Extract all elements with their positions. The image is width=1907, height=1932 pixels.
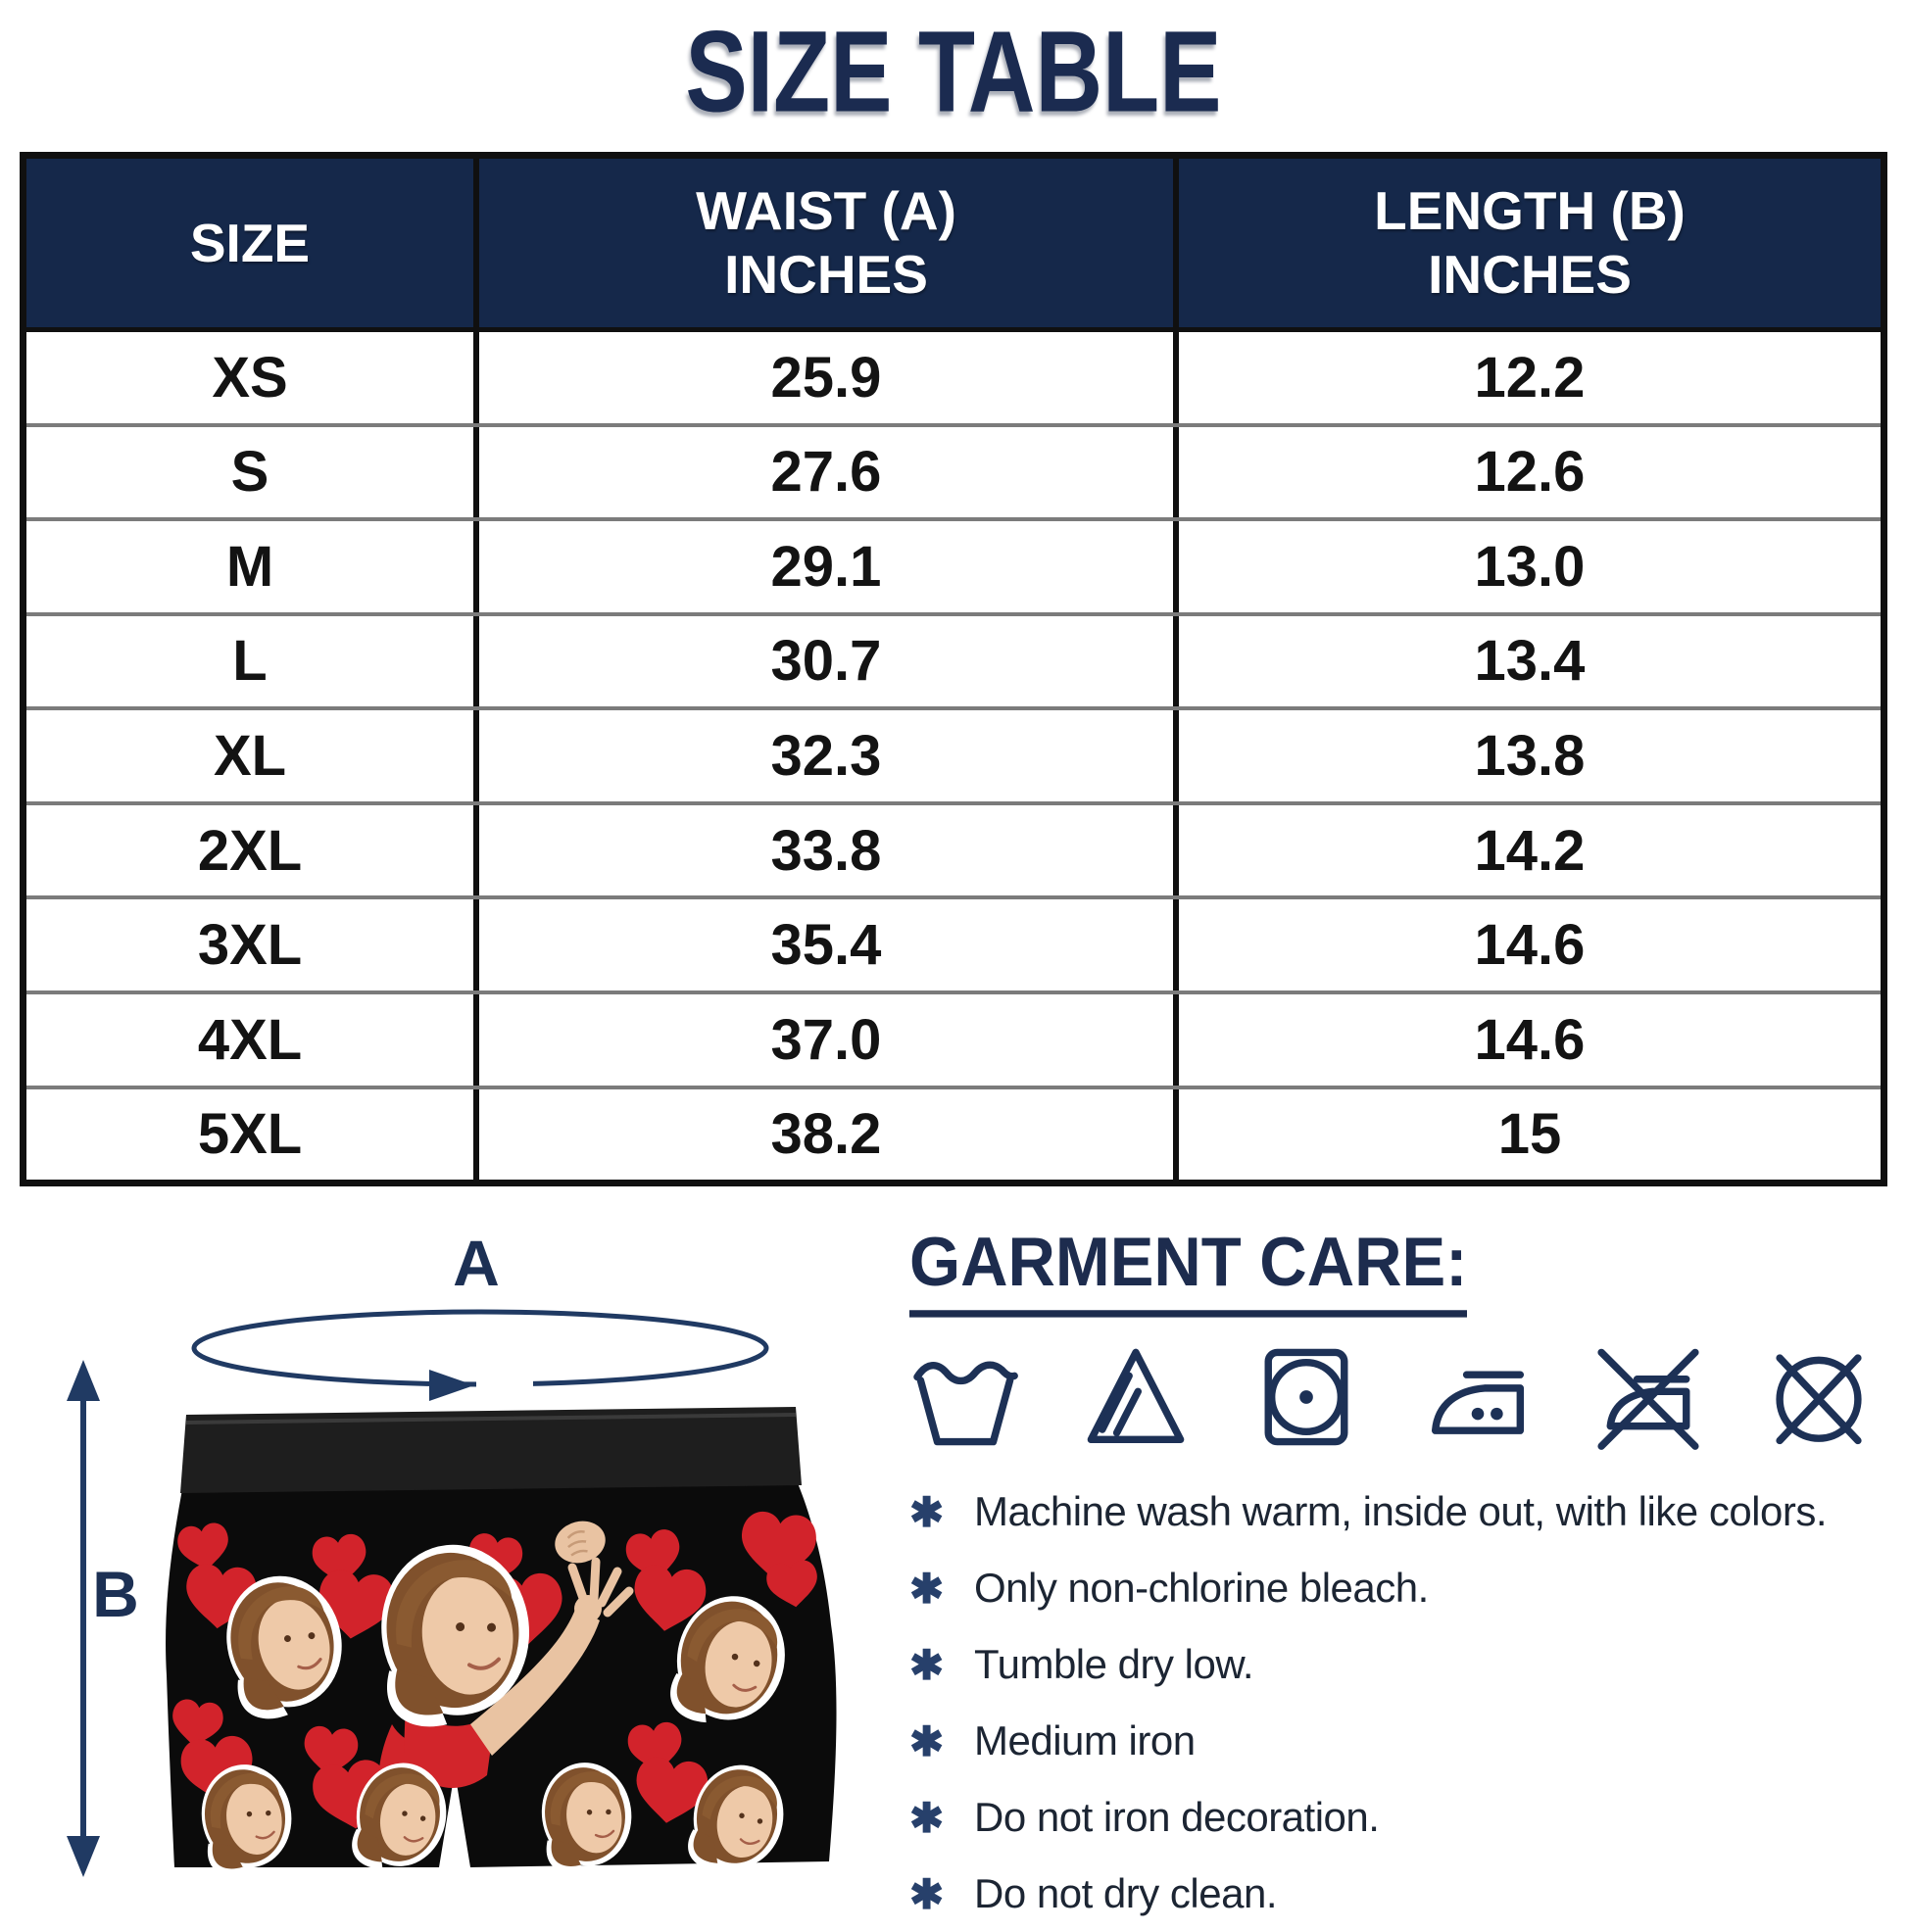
table-row: S 27.6 12.6 — [26, 422, 1881, 518]
do-not-dry-clean-icon — [1776, 1354, 1862, 1445]
care-instruction-text: Tumble dry low. — [974, 1641, 1254, 1687]
care-instruction: ✱ Only non-chlorine bleach. — [909, 1550, 1889, 1626]
size-table: SIZE WAIST (A) INCHES LENGTH (B) INCHES … — [20, 152, 1887, 1186]
size-cell: 3XL — [26, 899, 479, 990]
column-header-waist: WAIST (A) INCHES — [479, 159, 1179, 327]
table-row: 5XL 38.2 15 — [26, 1085, 1881, 1181]
table-row: 2XL 33.8 14.2 — [26, 800, 1881, 896]
table-row: 3XL 35.4 14.6 — [26, 895, 1881, 990]
waist-cell: 38.2 — [479, 1088, 1179, 1181]
waist-girth-arrow — [191, 1309, 769, 1401]
length-cell: 13.4 — [1474, 629, 1586, 694]
size-cell: L — [26, 615, 479, 707]
tumble-dry-icon — [1264, 1348, 1348, 1446]
tossing-hand — [555, 1521, 606, 1564]
size-cell: 4XL — [26, 993, 479, 1086]
table-row: 4XL 37.0 14.6 — [26, 990, 1881, 1086]
waist-cell: 37.0 — [479, 993, 1179, 1086]
length-cell: 14.6 — [1474, 913, 1586, 978]
column-header-length: LENGTH (B) INCHES — [1374, 180, 1686, 305]
waist-cell: 35.4 — [479, 899, 1179, 990]
size-cell: 2XL — [26, 804, 479, 896]
length-cell: 14.2 — [1474, 818, 1586, 883]
column-header-size: SIZE — [26, 159, 479, 327]
length-cell: 13.0 — [1474, 534, 1586, 599]
waist-cell: 29.1 — [479, 521, 1179, 612]
non-chlorine-bleach-icon — [1087, 1348, 1185, 1444]
table-row: XS 25.9 12.2 — [26, 332, 1881, 423]
asterisk-bullet-icon: ✱ — [909, 1794, 945, 1841]
size-cell: 5XL — [26, 1088, 479, 1181]
care-list: ✱ Machine wash warm, inside out, with li… — [909, 1473, 1889, 1932]
care-instruction-text: Do not iron decoration. — [974, 1794, 1380, 1840]
size-cell: M — [26, 521, 479, 612]
do-not-iron-icon — [1597, 1348, 1699, 1450]
shorts-waistband — [180, 1407, 802, 1493]
care-instruction: ✱ Do not iron decoration. — [909, 1779, 1889, 1856]
garment-care-heading: GARMENT CARE: — [909, 1223, 1468, 1318]
size-cell: XL — [26, 710, 479, 801]
care-instruction-text: Machine wash warm, inside out, with like… — [974, 1488, 1828, 1534]
care-instruction: ✱ Machine wash warm, inside out, with li… — [909, 1473, 1889, 1550]
length-cell: 12.6 — [1474, 440, 1586, 505]
garment-care-section: GARMENT CARE: — [909, 1223, 1889, 1932]
waist-cell: 30.7 — [479, 615, 1179, 707]
asterisk-bullet-icon: ✱ — [909, 1717, 945, 1764]
table-row: M 29.1 13.0 — [26, 517, 1881, 612]
length-cell: 15 — [1497, 1102, 1562, 1167]
care-instruction: ✱ Medium iron — [909, 1703, 1889, 1779]
waist-cell: 33.8 — [479, 804, 1179, 896]
asterisk-bullet-icon: ✱ — [909, 1870, 945, 1917]
size-cell: S — [26, 426, 479, 518]
care-icons-row — [909, 1338, 1875, 1456]
size-table-header-row: SIZE WAIST (A) INCHES LENGTH (B) INCHES — [26, 159, 1881, 332]
length-cell: 13.8 — [1474, 724, 1586, 789]
table-row: XL 32.3 13.8 — [26, 706, 1881, 801]
waist-cell: 32.3 — [479, 710, 1179, 801]
care-instruction: ✱ Do not dry clean. — [909, 1856, 1889, 1932]
care-instruction: ✱ Tumble dry low. — [909, 1626, 1889, 1703]
length-arrow — [67, 1360, 100, 1877]
asterisk-bullet-icon: ✱ — [909, 1565, 945, 1612]
care-instruction-text: Only non-chlorine bleach. — [974, 1565, 1429, 1611]
boxer-shorts-illustration — [166, 1407, 837, 1882]
size-cell: XS — [26, 332, 479, 423]
page-title-text: SIZE TABLE — [685, 7, 1222, 137]
length-cell: 14.6 — [1474, 1007, 1586, 1072]
care-instruction-text: Do not dry clean. — [974, 1870, 1278, 1916]
table-row: L 30.7 13.4 — [26, 611, 1881, 707]
care-instruction-text: Medium iron — [974, 1717, 1196, 1763]
waist-cell: 25.9 — [479, 332, 1179, 423]
asterisk-bullet-icon: ✱ — [909, 1488, 945, 1535]
page-title: SIZE TABLE — [0, 6, 1907, 136]
machine-wash-icon — [913, 1361, 1018, 1446]
waist-cell: 27.6 — [479, 426, 1179, 518]
length-cell: 12.2 — [1474, 345, 1586, 410]
asterisk-bullet-icon: ✱ — [909, 1641, 945, 1688]
length-arrow-label: B — [92, 1558, 139, 1630]
medium-iron-icon — [1431, 1371, 1524, 1434]
waist-arrow-label: A — [453, 1227, 500, 1299]
measurement-diagram: A B — [67, 1227, 837, 1882]
